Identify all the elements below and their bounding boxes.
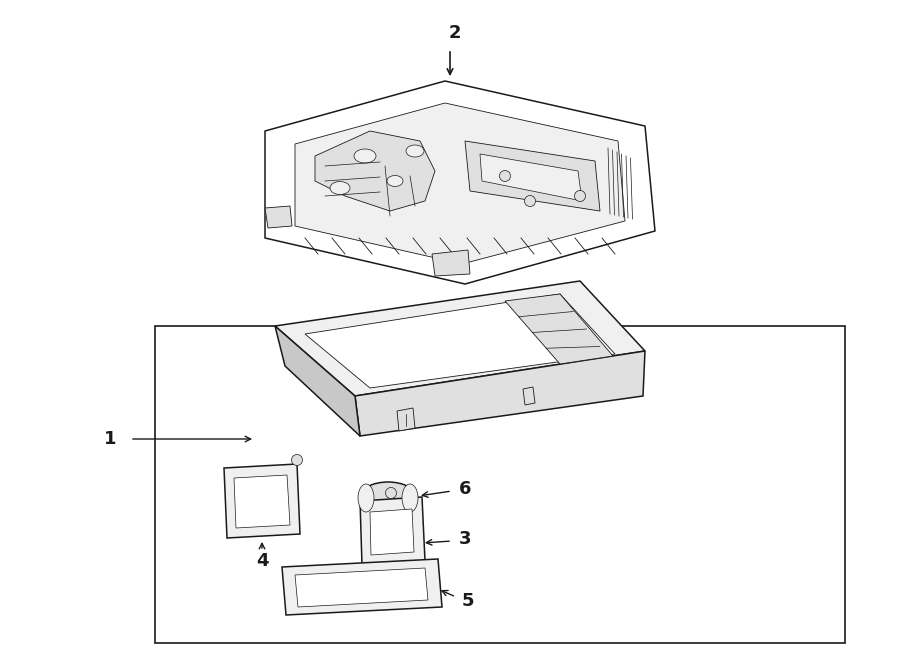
Circle shape [574,190,586,202]
Polygon shape [505,294,613,364]
Polygon shape [275,281,645,396]
Polygon shape [315,131,435,211]
Polygon shape [282,559,442,615]
Text: 2: 2 [449,24,461,42]
Polygon shape [397,408,415,431]
Ellipse shape [358,484,374,512]
Polygon shape [275,326,360,436]
Ellipse shape [387,176,403,186]
Text: 5: 5 [462,592,474,610]
Polygon shape [295,568,428,607]
Text: 6: 6 [459,480,472,498]
Circle shape [525,196,535,206]
Polygon shape [480,154,582,201]
Polygon shape [305,294,615,388]
Ellipse shape [402,484,418,512]
Circle shape [292,455,302,465]
Polygon shape [523,387,535,405]
Ellipse shape [359,482,417,514]
Ellipse shape [406,145,424,157]
Polygon shape [265,206,292,228]
Ellipse shape [330,182,350,194]
Bar [155,326,845,643]
Text: 1: 1 [104,430,116,448]
Polygon shape [224,464,300,538]
Polygon shape [432,250,470,276]
Circle shape [385,488,397,498]
Polygon shape [295,103,625,264]
Polygon shape [370,509,414,555]
Polygon shape [465,141,600,211]
Ellipse shape [354,149,376,163]
Polygon shape [355,351,645,436]
Polygon shape [234,475,290,528]
Circle shape [500,171,510,182]
Polygon shape [265,81,655,284]
Text: 3: 3 [459,530,472,548]
Polygon shape [360,497,425,565]
Text: 4: 4 [256,552,268,570]
